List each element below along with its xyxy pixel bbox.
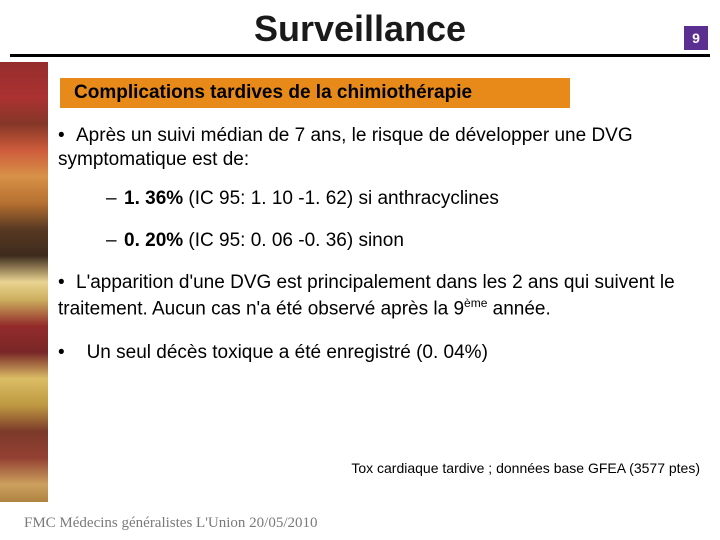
sub2-bold: 0. 20% [124, 230, 183, 251]
bullet-marker: • [58, 341, 76, 365]
bullet-3-text: Un seul décès toxique a été enregistré (… [87, 342, 488, 363]
sub1-rest: (IC 95: 1. 10 -1. 62) si anthracyclines [183, 188, 499, 209]
bullet-1-text: Après un suivi médian de 7 ans, le risqu… [58, 125, 633, 170]
bullet-3: • Un seul décès toxique a été enregistré… [58, 341, 700, 365]
bullet-marker: • [58, 124, 76, 148]
sub-bullet-1: –1. 36% (IC 95: 1. 10 -1. 62) si anthrac… [106, 187, 700, 211]
bullet-2: •L'apparition d'une DVG est principaleme… [58, 271, 700, 321]
title-underline [10, 54, 710, 57]
superscript: ème [464, 296, 487, 310]
title-container: Surveillance [0, 8, 720, 50]
page-number-badge: 9 [684, 26, 708, 50]
sub2-rest: (IC 95: 0. 06 -0. 36) sinon [183, 230, 404, 251]
source-citation: Tox cardiaque tardive ; données base GFE… [351, 460, 700, 476]
sub-bullet-2: –0. 20% (IC 95: 0. 06 -0. 36) sinon [106, 229, 700, 253]
bullet-marker: • [58, 271, 76, 295]
dash-marker: – [106, 187, 124, 211]
slide-title: Surveillance [254, 8, 466, 50]
subtitle-bar: Complications tardives de la chimiothéra… [60, 78, 570, 108]
footer-text: FMC Médecins généralistes L'Union 20/05/… [24, 515, 318, 532]
page-number: 9 [692, 30, 700, 46]
subtitle-text: Complications tardives de la chimiothéra… [74, 82, 472, 104]
sub1-bold: 1. 36% [124, 188, 183, 209]
content-area: •Après un suivi médian de 7 ans, le risq… [58, 124, 700, 380]
dash-marker: – [106, 229, 124, 253]
bullet-2-text-a: L'apparition d'une DVG est principalemen… [58, 272, 675, 319]
bullet-2-text-b: année. [487, 298, 550, 319]
bullet-1: •Après un suivi médian de 7 ans, le risq… [58, 124, 700, 173]
decorative-sidebar-image [0, 62, 48, 502]
